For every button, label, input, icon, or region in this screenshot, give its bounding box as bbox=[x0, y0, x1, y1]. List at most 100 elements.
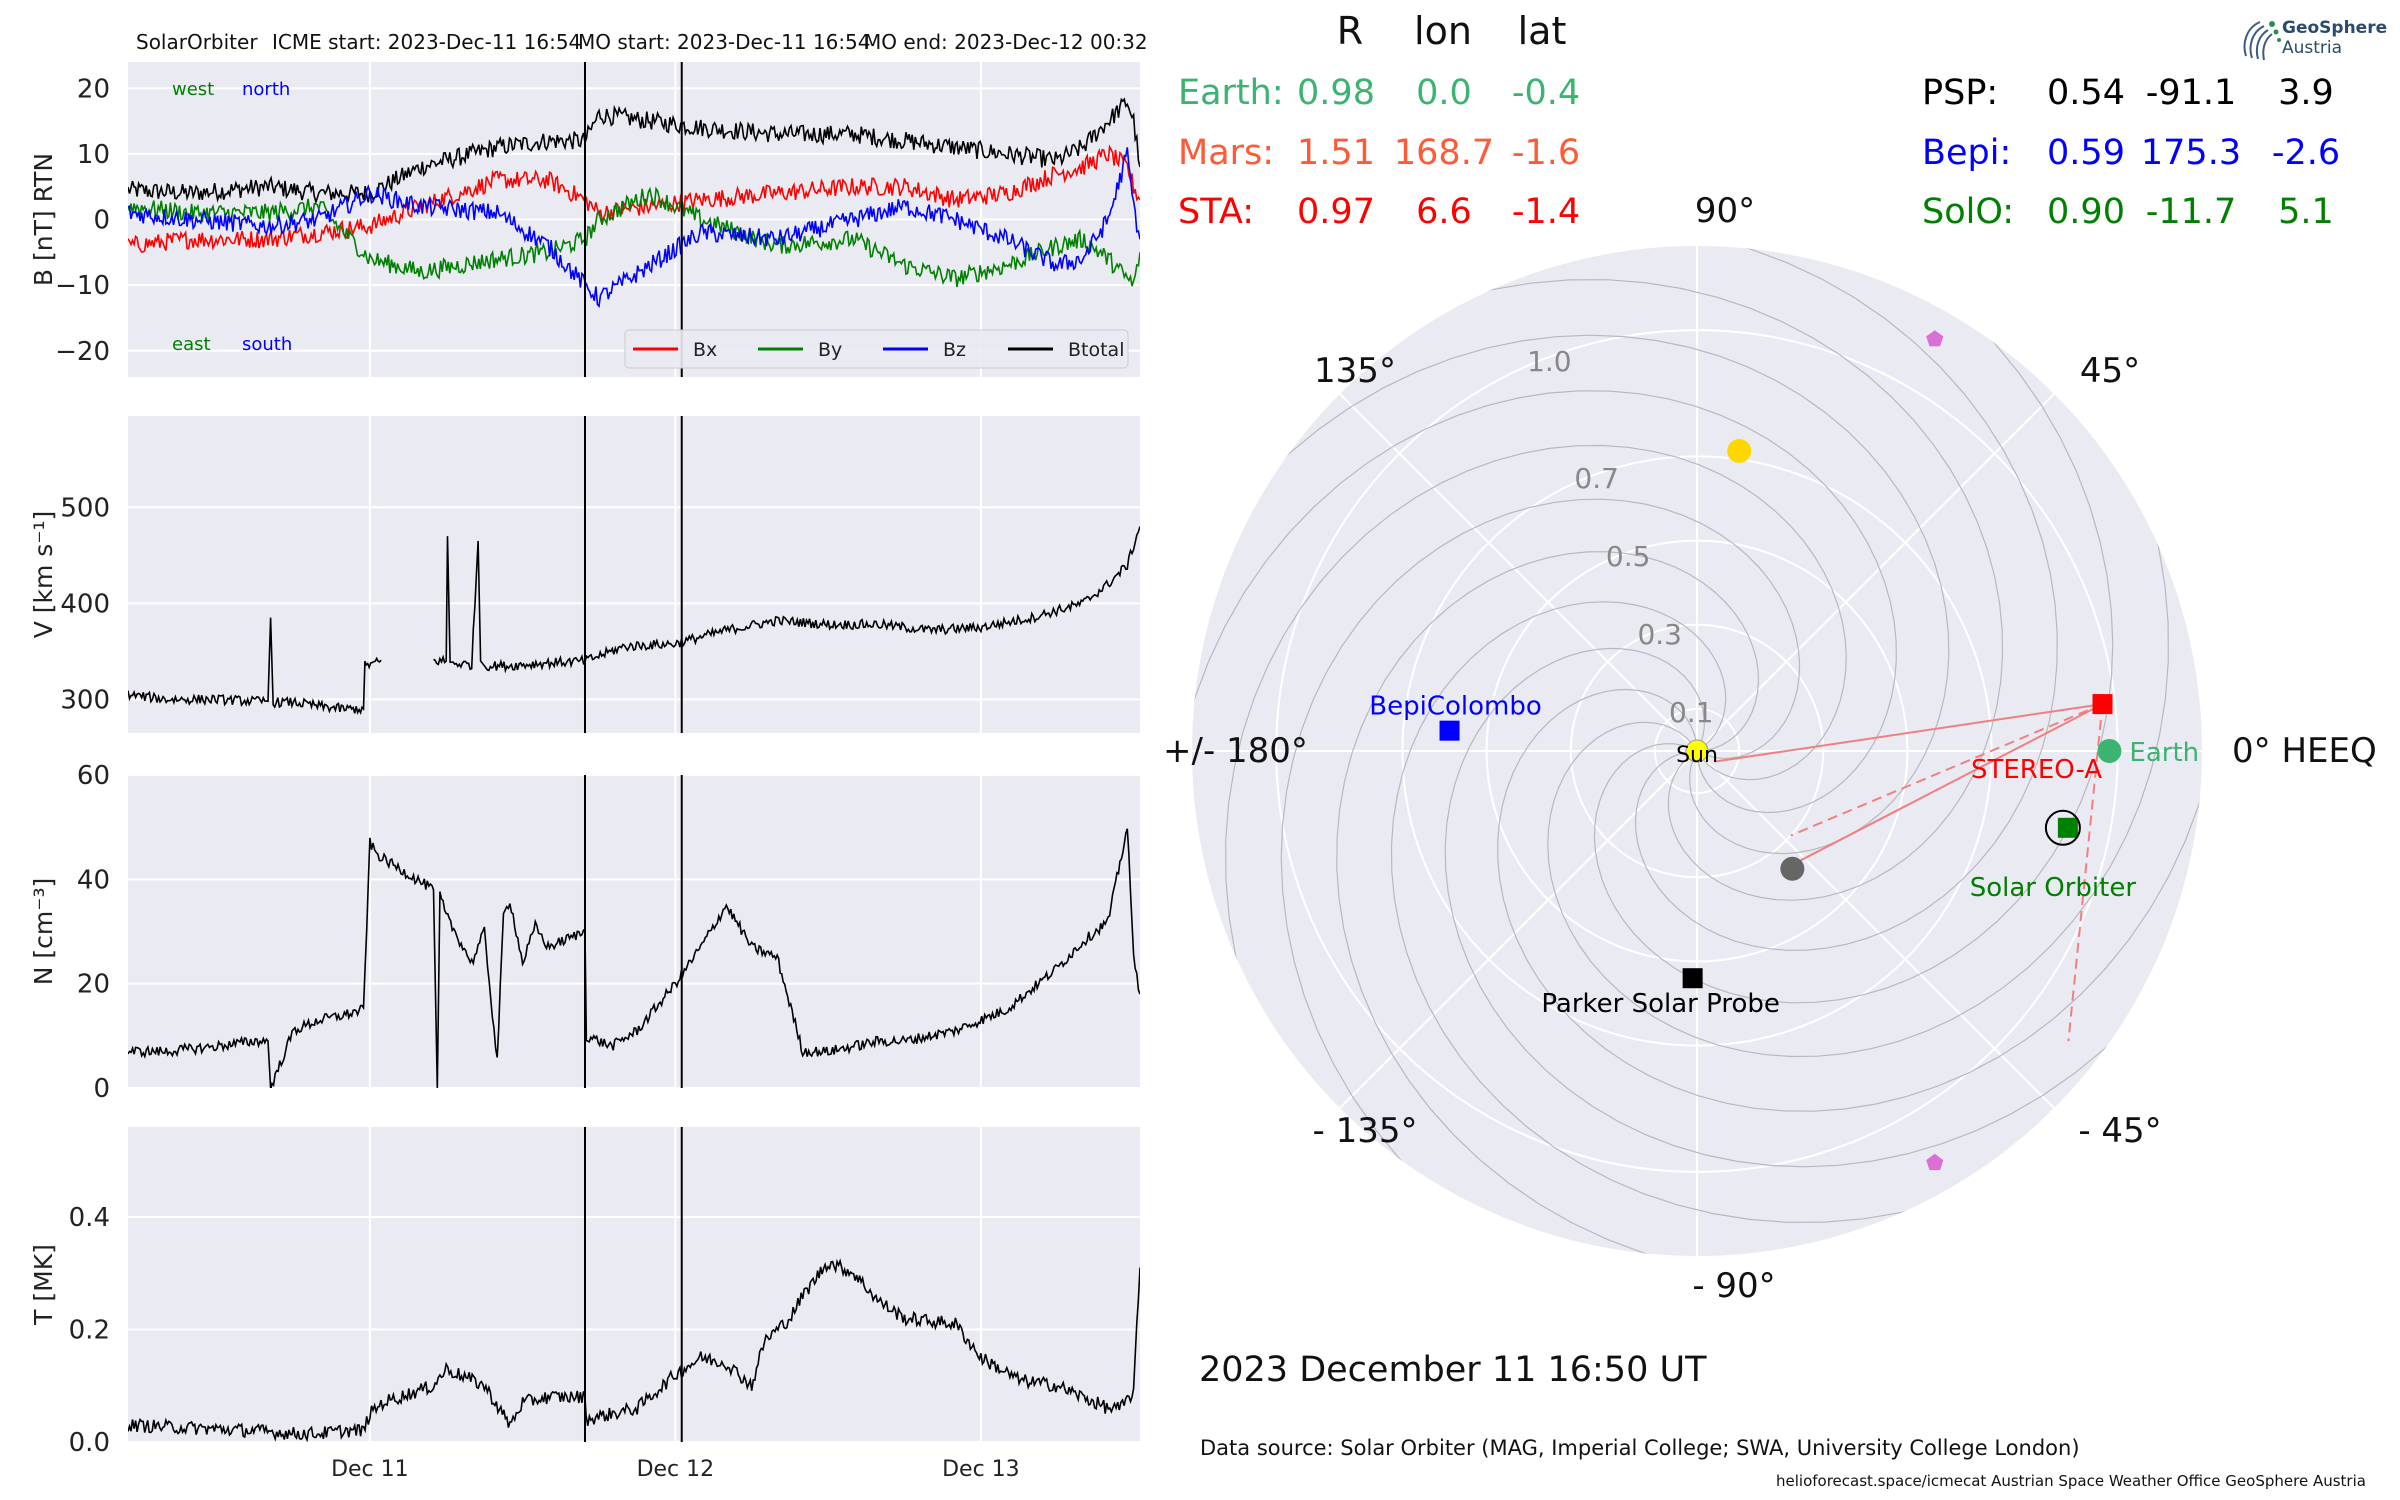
body-sun-label: Sun bbox=[1676, 743, 1718, 768]
legend-box bbox=[624, 329, 1129, 369]
x-tick-label: Dec 12 bbox=[637, 1457, 715, 1482]
body-bepicolombo-label: BepiColombo bbox=[1369, 692, 1542, 722]
y-tick-label: 0 bbox=[93, 206, 110, 236]
parker-spiral-line bbox=[1547, 468, 2169, 1058]
y-tick-label: 0.2 bbox=[69, 1316, 110, 1346]
parker-spiral-line bbox=[1414, 279, 2004, 901]
body-earth-label: Earth bbox=[2129, 738, 2199, 768]
table-header-lat: lat bbox=[1518, 9, 1567, 53]
body-parker-solar-probe-marker bbox=[1682, 968, 1703, 989]
y-tick-label: 500 bbox=[60, 493, 110, 523]
row-r: 0.97 bbox=[1297, 192, 1375, 232]
table-row-sta: STA: 0.97 6.6 -1.4 bbox=[1178, 192, 1580, 232]
parker-spiral-line bbox=[1336, 551, 1760, 1256]
angular-gridline bbox=[1339, 393, 1698, 752]
table-header-lon: lon bbox=[1414, 9, 1472, 53]
body-gray-planet-marker bbox=[1780, 856, 1805, 881]
x-tick-label: Dec 13 bbox=[942, 1457, 1020, 1482]
body-stereo-a-marker bbox=[2092, 694, 2113, 715]
series-by bbox=[128, 186, 1140, 288]
row-lat: 5.1 bbox=[2278, 192, 2334, 232]
body-pentagon-2-marker bbox=[1926, 1153, 1944, 1171]
y-tick-label: 0.4 bbox=[69, 1203, 110, 1233]
series-n bbox=[128, 828, 1140, 1088]
parker-spiral-line bbox=[1192, 390, 1897, 814]
annotation-east: east bbox=[172, 334, 211, 355]
legend-label-bz: Bz bbox=[943, 339, 966, 361]
y-tick-label: 20 bbox=[77, 970, 110, 1000]
body-gold-planet-marker bbox=[1727, 438, 1752, 463]
body-bepicolombo-marker bbox=[1439, 720, 1460, 741]
radial-label: 1.0 bbox=[1527, 345, 1572, 378]
radial-label: 0.3 bbox=[1637, 618, 1682, 651]
connectivity-line bbox=[1787, 703, 2103, 868]
parker-spiral-line bbox=[1497, 688, 2202, 1112]
row-r: 0.59 bbox=[2047, 133, 2125, 173]
legend-label-btotal: Btotal bbox=[1068, 339, 1124, 361]
radial-label: 0.7 bbox=[1574, 462, 1619, 495]
panel-background bbox=[128, 775, 1140, 1088]
series-v bbox=[128, 526, 1140, 716]
date-label: 2023 December 11 16:50 UT bbox=[1199, 1350, 1707, 1390]
angle-label-135: - 135° bbox=[1313, 1111, 1418, 1151]
b-legend: Bx By Bz Btotal bbox=[624, 329, 1129, 369]
y-tick-label: −20 bbox=[55, 337, 110, 367]
row-lon: -11.7 bbox=[2146, 192, 2237, 232]
y-tick-label: 400 bbox=[60, 589, 110, 619]
y-tick-label: 0 bbox=[93, 1074, 110, 1104]
polar-position-plot: 0.1 0.3 0.5 0.7 1.0 90° 45° 135° +/- 180° 0° HEEQ… bbox=[1163, 191, 2377, 1306]
annotation-north: north bbox=[242, 79, 290, 100]
connectivity-line bbox=[1790, 703, 2103, 837]
panel-n: 0 20 40 60 N [cm⁻³] bbox=[29, 761, 1140, 1104]
angle-label-45: - 45° bbox=[2078, 1111, 2161, 1151]
annotation-west: west bbox=[172, 79, 214, 100]
angular-gridline bbox=[1696, 393, 2055, 752]
y-axis-label: V [km s⁻¹] bbox=[29, 511, 58, 639]
row-lon: 0.0 bbox=[1416, 73, 1472, 113]
row-r: 0.54 bbox=[2047, 73, 2125, 113]
body-parker-solar-probe-label: Parker Solar Probe bbox=[1541, 989, 1779, 1019]
angular-gridline bbox=[1696, 750, 2055, 1109]
row-name: Earth: bbox=[1178, 73, 1284, 113]
solo-highlight-ring bbox=[2044, 809, 2081, 846]
row-lon: 175.3 bbox=[2141, 133, 2241, 173]
parker-spiral-line bbox=[1634, 246, 2058, 951]
parker-spiral-line bbox=[1225, 444, 1847, 1034]
body-stereo-a-label: STEREO-A bbox=[1971, 755, 2102, 785]
parker-spiral-line bbox=[1390, 601, 1980, 1223]
y-tick-label: 10 bbox=[77, 140, 110, 170]
mo-start-label: MO start: 2023-Dec-11 16:54 bbox=[578, 30, 871, 54]
x-tick-label: Dec 11 bbox=[331, 1457, 409, 1482]
row-lon: 6.6 bbox=[1416, 192, 1472, 232]
row-lat: -2.6 bbox=[2272, 133, 2340, 173]
table-header-r: R bbox=[1337, 9, 1363, 53]
legend-label-bx: Bx bbox=[693, 339, 717, 361]
body-solar-orbiter-marker bbox=[2057, 817, 2078, 838]
angle-label-90: - 90° bbox=[1692, 1266, 1775, 1306]
connectivity-line bbox=[2067, 703, 2104, 1042]
y-axis-label: T [MK] bbox=[29, 1244, 58, 1326]
geosphere-logo: GeoSphere Austria bbox=[2236, 14, 2387, 64]
table-row-solo: SolO: 0.90 -11.7 5.1 bbox=[1922, 192, 2334, 232]
y-tick-label: 40 bbox=[77, 865, 110, 895]
angle-label-180: +/- 180° bbox=[1163, 731, 1308, 771]
y-tick-label: 300 bbox=[60, 685, 110, 715]
row-r: 0.90 bbox=[2047, 192, 2125, 232]
table-row-mars: Mars: 1.51 168.7 -1.6 bbox=[1178, 133, 1580, 173]
row-name: Mars: bbox=[1178, 133, 1274, 173]
body-earth-marker bbox=[2097, 739, 2122, 763]
series-btotal bbox=[128, 97, 1140, 205]
row-lat: -1.6 bbox=[1512, 133, 1580, 173]
body-sun-marker bbox=[1685, 739, 1709, 763]
row-lat: 3.9 bbox=[2278, 73, 2334, 113]
row-name: STA: bbox=[1178, 192, 1254, 232]
angular-gridline bbox=[1339, 750, 1698, 1109]
series-bz bbox=[128, 147, 1140, 309]
angle-label-0-heeq: 0° HEEQ bbox=[2232, 731, 2377, 771]
icme-start-label: ICME start: 2023-Dec-11 16:54 bbox=[272, 30, 582, 54]
angle-label-135: 135° bbox=[1314, 351, 1396, 391]
y-tick-label: 60 bbox=[77, 761, 110, 791]
table-row-bepi: Bepi: 0.59 175.3 -2.6 bbox=[1922, 133, 2340, 173]
